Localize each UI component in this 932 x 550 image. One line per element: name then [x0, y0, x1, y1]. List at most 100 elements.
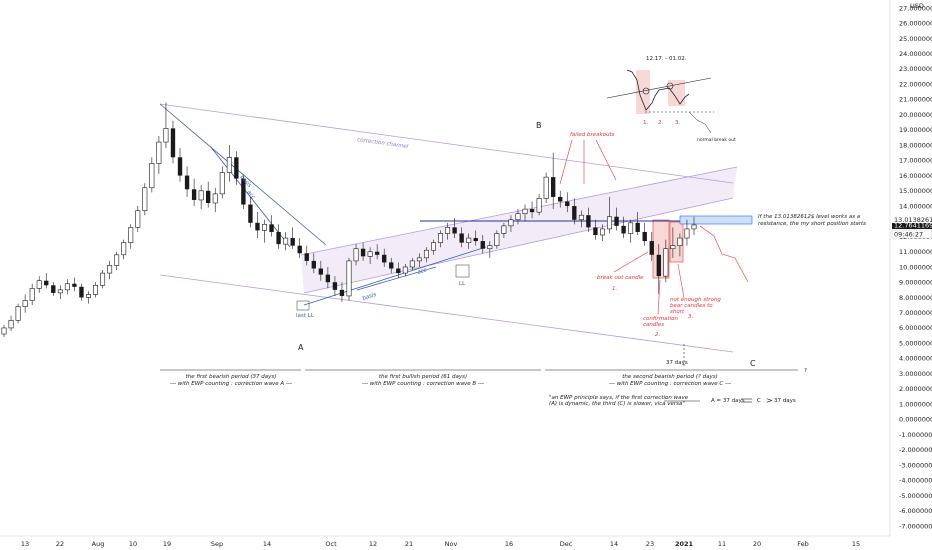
candle-body: [382, 254, 387, 263]
candle: [396, 262, 401, 278]
formula-c: C: [757, 398, 761, 404]
price-tick-26: 1.00000000: [899, 400, 932, 408]
level-text: 13.01382612: [894, 216, 932, 224]
price-tick-7: 20.00000000: [899, 111, 932, 119]
price-tick-12: 15.00000000: [899, 187, 932, 195]
trend-line-acc-1: [209, 145, 291, 248]
currency-label: USD: [910, 2, 924, 10]
candle-body: [572, 206, 577, 220]
resistance-level-box: [679, 215, 753, 225]
candle: [416, 253, 422, 267]
candle: [522, 204, 528, 222]
weak-bear-label-line2: bear candles to: [670, 303, 713, 309]
time-tick-8: 12: [369, 540, 377, 548]
price-tick-31: -4.00000000: [899, 477, 932, 485]
time-tick-3: 10: [129, 540, 137, 548]
candle: [670, 227, 676, 258]
candle-body: [191, 189, 197, 200]
candle-body: [621, 225, 626, 234]
candle-body: [691, 224, 697, 230]
candle-body: [565, 201, 570, 207]
candle: [325, 267, 331, 289]
candle-body: [473, 238, 478, 242]
candle-body: [226, 157, 232, 173]
candle-body: [121, 242, 127, 256]
last-price-badge: [892, 221, 932, 229]
candle-body: [607, 216, 612, 230]
candle: [1, 324, 7, 338]
candle: [128, 224, 134, 249]
candle: [593, 219, 598, 240]
confirmation-label-line2: candles: [643, 322, 664, 328]
candle: [156, 135, 162, 175]
price-tick-30: -3.00000000: [899, 461, 932, 469]
price-tick-23: 4.00000000: [899, 355, 932, 363]
price-axis[interactable]: 27.00000000 26.00000000 25.00000000 24.0000…: [899, 4, 932, 530]
candle-body: [198, 190, 204, 201]
price-tick-6: 21.00000000: [899, 96, 932, 104]
candle: [234, 151, 239, 185]
candle: [191, 178, 197, 207]
price-tick-22: 5.00000000: [899, 339, 932, 347]
candle-body: [219, 172, 225, 195]
price-tick-8: 19.00000000: [899, 126, 932, 134]
ll-label: LL: [459, 281, 466, 287]
candle: [508, 215, 514, 232]
candle-body: [325, 274, 331, 283]
candle-body: [339, 289, 345, 296]
period-arrows: [160, 344, 798, 403]
candle-body: [677, 237, 683, 246]
candle: [663, 239, 669, 283]
candle: [466, 233, 472, 249]
price-tick-18: 9.00000000: [899, 279, 932, 287]
candle: [184, 166, 190, 197]
candle: [121, 239, 127, 260]
candle-body: [290, 238, 295, 246]
period3-title: the second bearish period (? days): [622, 374, 717, 380]
candle: [170, 120, 176, 164]
candle: [459, 227, 464, 248]
candle-body: [114, 254, 120, 266]
time-axis[interactable]: 13 22 Aug 10 19 Sep 14 Oct 12 21 Nov 16 Dec 14 23 2021 1…: [21, 540, 860, 548]
price-tick-33: -6.00000000: [899, 507, 932, 515]
candle-body: [529, 209, 535, 213]
candle: [297, 238, 302, 258]
signal-num-3: 3.: [688, 314, 693, 320]
candle: [382, 248, 387, 267]
candle: [649, 231, 654, 261]
period3-sub: --- with EWP counting : correction wave …: [609, 381, 731, 387]
candle-body: [79, 286, 84, 298]
candle-body: [57, 289, 63, 294]
price-tick-32: -5.00000000: [899, 492, 932, 500]
candle: [206, 181, 211, 208]
candle: [79, 283, 84, 301]
normal-break-out-label: normal break out: [697, 137, 736, 143]
candle: [304, 245, 309, 266]
candle: [149, 157, 155, 193]
period2-sub: --- with EWP counting : correction wave …: [362, 381, 484, 387]
bull-channel-lower: [303, 197, 734, 294]
time-tick-1: 22: [56, 540, 64, 548]
candle-body: [318, 268, 324, 275]
candle: [684, 219, 690, 246]
candle-body: [522, 208, 528, 214]
candle-body: [177, 157, 183, 176]
candle: [529, 201, 535, 219]
candle: [198, 184, 204, 210]
time-tick-14: 23: [646, 540, 654, 548]
acc-label-1: acc: [245, 190, 256, 201]
candle: [311, 253, 316, 274]
weak-bear-label-line1: not enough strong: [670, 297, 721, 303]
candle: [142, 183, 148, 216]
price-tick-10: 17.00000000: [899, 157, 932, 165]
price-tick-24: 3.00000000: [899, 370, 932, 378]
candle: [290, 227, 295, 249]
candle: [283, 231, 289, 251]
price-tick-16: 11.00000000: [899, 248, 932, 256]
candle-body: [663, 248, 669, 277]
candle: [226, 145, 232, 182]
candle: [409, 257, 415, 271]
candle-body: [36, 280, 42, 289]
candle: [614, 207, 619, 231]
